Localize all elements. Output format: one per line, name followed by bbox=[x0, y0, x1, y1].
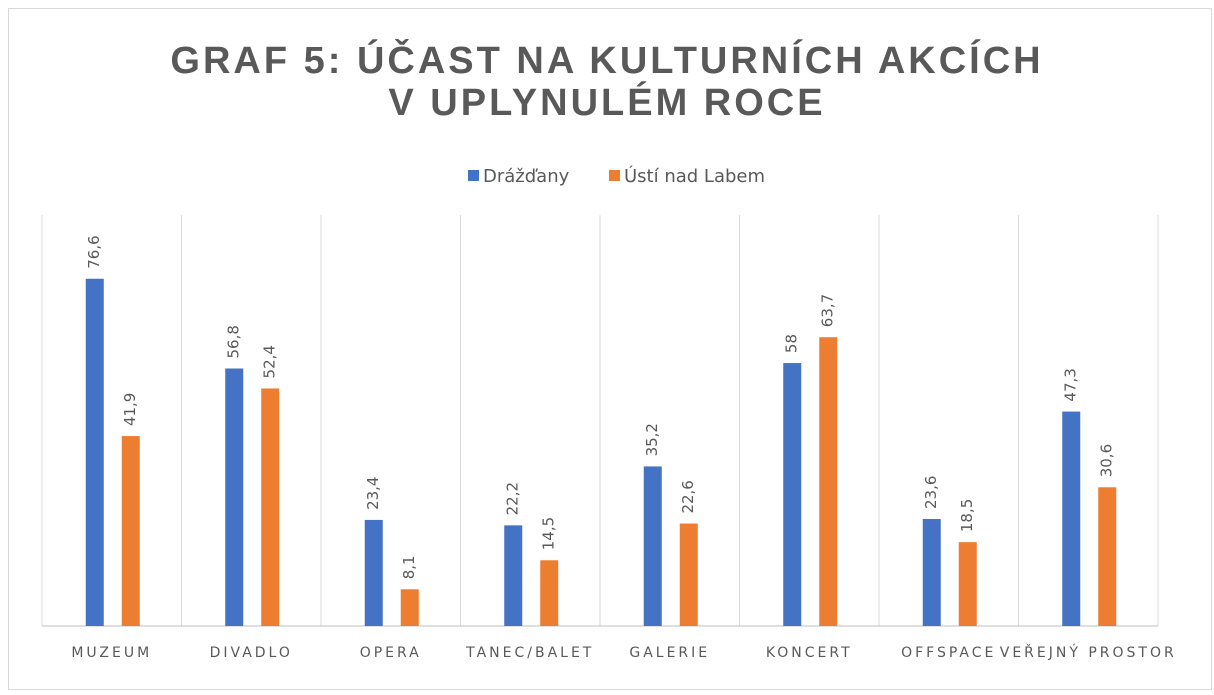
data-label: 14,5 bbox=[540, 517, 558, 550]
bar bbox=[540, 560, 559, 626]
bar bbox=[400, 589, 419, 626]
data-label: 35,2 bbox=[643, 423, 661, 456]
bar bbox=[958, 542, 977, 626]
x-tick-label: OFFSPACE bbox=[901, 645, 996, 661]
data-label: 52,4 bbox=[261, 345, 279, 378]
bar bbox=[643, 466, 662, 626]
chart-border bbox=[8, 8, 1212, 690]
bar bbox=[1062, 411, 1081, 626]
data-label: 76,6 bbox=[85, 235, 103, 268]
legend-label: Ústí nad Labem bbox=[624, 165, 765, 187]
bar bbox=[364, 519, 383, 626]
x-tick-label: DIVADLO bbox=[210, 645, 293, 661]
legend-swatch bbox=[609, 170, 620, 181]
bar bbox=[121, 436, 140, 626]
data-label: 58 bbox=[783, 334, 801, 353]
x-tick-label: OPERA bbox=[360, 645, 422, 661]
bar bbox=[85, 278, 104, 626]
legend-label: Drážďany bbox=[483, 166, 570, 187]
data-label: 22,6 bbox=[679, 480, 697, 513]
bar bbox=[261, 388, 280, 626]
data-label: 56,8 bbox=[225, 325, 243, 358]
data-label: 22,2 bbox=[504, 482, 522, 515]
bar bbox=[679, 523, 698, 626]
bar bbox=[504, 525, 523, 626]
x-tick-label: TANEC/BALET bbox=[465, 645, 594, 661]
data-label: 18,5 bbox=[958, 499, 976, 532]
data-label: 47,3 bbox=[1062, 368, 1080, 401]
data-label: 63,7 bbox=[819, 294, 837, 327]
data-label: 30,6 bbox=[1098, 444, 1116, 477]
data-label: 41,9 bbox=[121, 393, 139, 426]
bar bbox=[225, 368, 244, 626]
x-tick-label: KONCERT bbox=[766, 645, 853, 661]
data-label: 8,1 bbox=[400, 555, 418, 579]
bar bbox=[783, 363, 802, 626]
x-tick-label: MUZEUM bbox=[71, 645, 152, 661]
x-tick-label: GALERIE bbox=[629, 645, 710, 661]
legend-swatch bbox=[468, 170, 479, 181]
bar bbox=[1098, 487, 1117, 626]
bar bbox=[819, 337, 838, 626]
data-label: 23,6 bbox=[922, 476, 940, 509]
x-tick-label: VEŘEJNÝ PROSTOR bbox=[1000, 644, 1177, 661]
data-label: 23,4 bbox=[364, 477, 382, 510]
chart-title: GRAF 5: ÚČAST NA KULTURNÍCH AKCÍCH V UPL… bbox=[170, 40, 1044, 124]
bar bbox=[922, 519, 941, 626]
